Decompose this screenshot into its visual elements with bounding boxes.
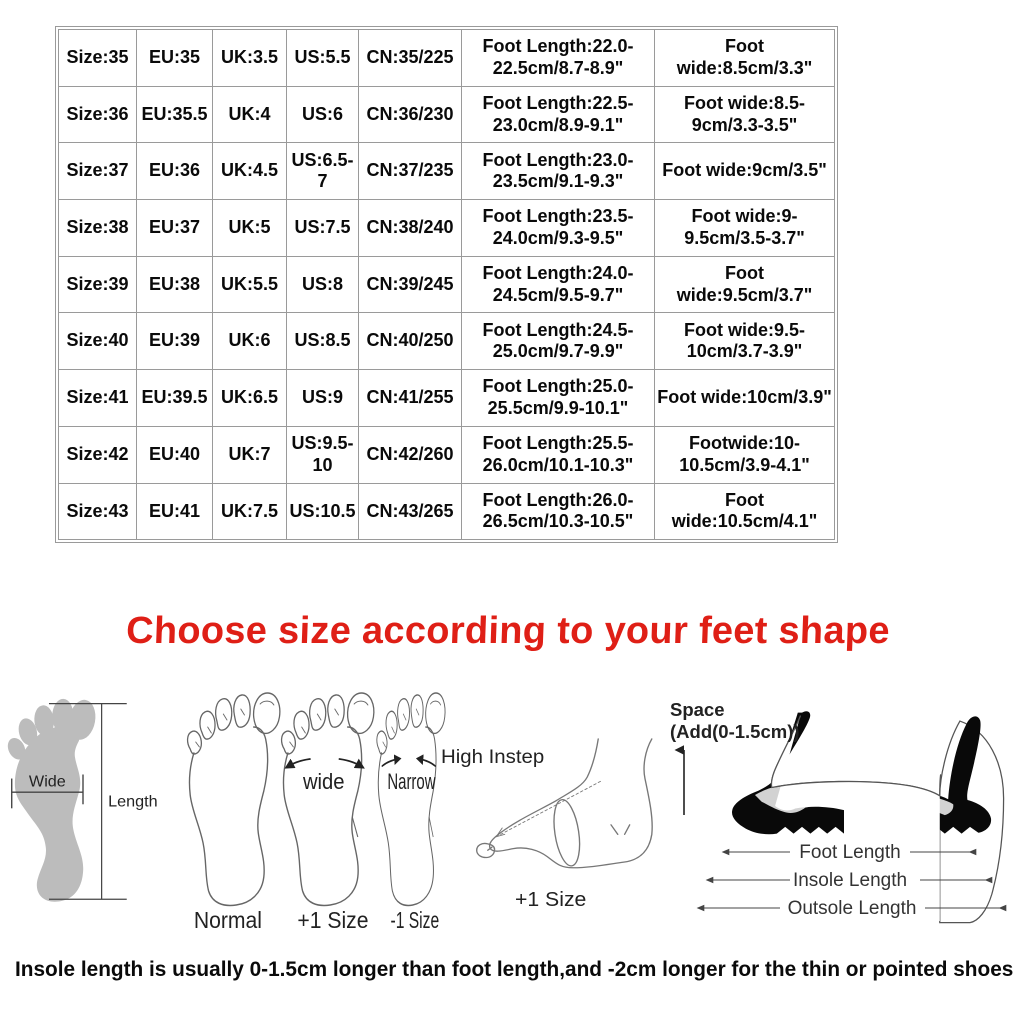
svg-text:Foot Length: Foot Length: [799, 842, 900, 863]
svg-text:+1 Size: +1 Size: [515, 889, 586, 911]
svg-text:Narrow: Narrow: [387, 769, 436, 794]
svg-text:+1 Size: +1 Size: [297, 907, 368, 933]
svg-text:wide: wide: [302, 770, 345, 794]
svg-text:(Add(0-1.5cm)): (Add(0-1.5cm)): [670, 721, 800, 742]
svg-text:High Instep: High Instep: [441, 746, 544, 767]
svg-text:Normal: Normal: [194, 907, 262, 933]
svg-text:Wide: Wide: [29, 773, 66, 791]
svg-text:-1 Size: -1 Size: [391, 908, 440, 934]
svg-text:Length: Length: [108, 793, 158, 811]
svg-text:Insole Length: Insole Length: [793, 870, 907, 891]
svg-text:Outsole Length: Outsole Length: [788, 898, 917, 919]
svg-text:Space: Space: [670, 699, 725, 720]
